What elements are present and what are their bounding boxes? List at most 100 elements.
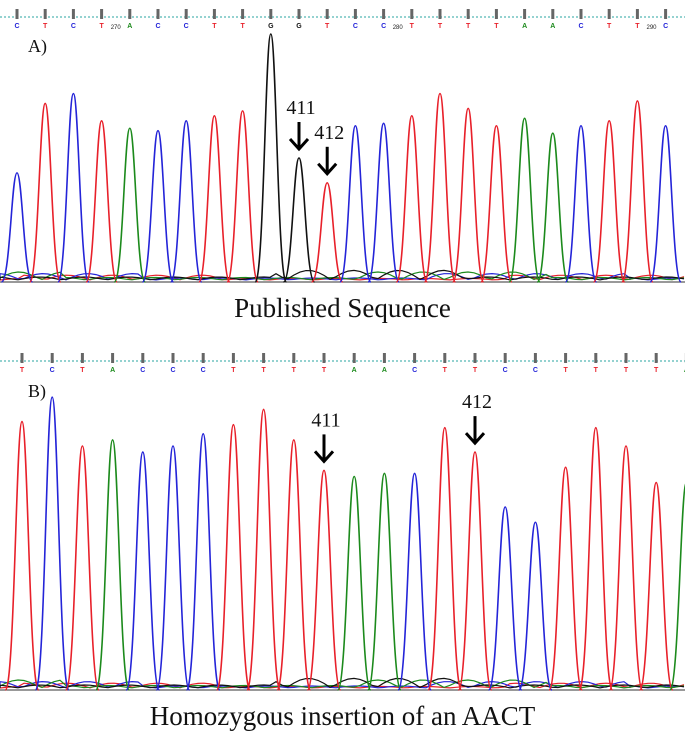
- base-call: C: [412, 367, 417, 374]
- peak-C: [125, 451, 161, 691]
- base-call: T: [443, 367, 448, 374]
- peak-A: [113, 127, 147, 283]
- peak-T: [592, 119, 626, 283]
- base-tick: [100, 9, 104, 19]
- peak-A: [536, 132, 570, 283]
- peak-T: [4, 420, 40, 691]
- base-tick: [624, 353, 628, 363]
- base-tick: [382, 353, 386, 363]
- marker-label: 412: [314, 122, 344, 144]
- peak-T: [246, 408, 281, 691]
- base-tick: [15, 9, 19, 19]
- base-call: C: [663, 23, 668, 30]
- base-tick: [473, 353, 477, 363]
- peak-T: [638, 481, 674, 691]
- base-tick: [212, 9, 216, 19]
- base-call: A: [382, 367, 387, 374]
- base-call: T: [80, 367, 85, 374]
- base-call: G: [296, 23, 302, 30]
- chromatogram-b: T C T A C C C T T T T A A C T T C C T T T T A B) 411 412: [0, 353, 685, 691]
- peak-A: [336, 475, 372, 691]
- base-tick: [503, 353, 507, 363]
- base-tick: [579, 9, 583, 19]
- position-marker: 412: [314, 122, 344, 177]
- peak-T: [28, 102, 62, 283]
- base-call: A: [110, 367, 115, 374]
- peak-T: [216, 423, 251, 691]
- base-tick: [156, 9, 160, 19]
- base-call: G: [268, 23, 274, 30]
- base-tick: [322, 353, 326, 363]
- base-call: A: [550, 23, 555, 30]
- marker-label: 412: [462, 391, 492, 413]
- peak-T: [85, 119, 118, 283]
- trace-baseline: [0, 271, 685, 281]
- peak-T: [198, 115, 231, 283]
- base-call: T: [292, 367, 297, 374]
- base-tick: [382, 9, 386, 19]
- base-tick: [352, 353, 356, 363]
- base-tick: [466, 9, 470, 19]
- base-tick: [111, 353, 115, 363]
- peak-T: [423, 92, 457, 283]
- peak-T: [226, 110, 259, 283]
- base-call: A: [522, 23, 527, 30]
- base-tick: [664, 9, 668, 19]
- base-tick: [654, 353, 658, 363]
- peak-A: [367, 472, 402, 691]
- base-tick: [443, 353, 447, 363]
- base-call: C: [578, 23, 583, 30]
- peak-T: [276, 439, 312, 691]
- base-call: T: [438, 23, 443, 30]
- peak-T: [395, 115, 429, 283]
- marker-label: 411: [286, 97, 315, 119]
- base-tick: [171, 353, 175, 363]
- base-tick: [523, 9, 527, 19]
- base-tick: [141, 353, 145, 363]
- base-tick: [533, 353, 537, 363]
- peak-C: [397, 472, 432, 691]
- peak-T: [548, 466, 583, 691]
- peak-C: [169, 119, 203, 283]
- base-tick: [413, 353, 417, 363]
- base-call: T: [231, 367, 236, 374]
- peak-C: [487, 506, 523, 691]
- peak-T: [310, 181, 344, 283]
- position-marker: 411: [311, 409, 341, 464]
- base-call: C: [140, 367, 145, 374]
- base-call: C: [201, 367, 206, 374]
- base-tick: [438, 9, 442, 19]
- base-call: A: [684, 367, 685, 374]
- peak-C: [0, 172, 34, 283]
- base-call: C: [155, 23, 160, 30]
- base-tick: [410, 9, 414, 19]
- base-tick: [297, 9, 301, 19]
- base-call: T: [635, 23, 640, 30]
- base-tick: [43, 9, 47, 19]
- position-marker: 411: [286, 97, 316, 152]
- base-call: T: [212, 23, 217, 30]
- base-tick: [231, 353, 235, 363]
- peak-C: [367, 122, 400, 283]
- position-label: 290: [646, 25, 657, 31]
- peak-T: [451, 107, 485, 283]
- base-tick: [325, 9, 329, 19]
- base-call: C: [184, 23, 189, 30]
- base-tick: [20, 353, 24, 363]
- peak-T: [306, 469, 342, 691]
- peak-T: [65, 445, 100, 691]
- peak-C: [57, 92, 90, 283]
- peak-T: [621, 100, 654, 283]
- base-call: T: [240, 23, 245, 30]
- base-tick: [269, 9, 273, 19]
- position-label: 280: [393, 25, 404, 31]
- peak-C: [649, 124, 682, 283]
- marker-label: 411: [311, 409, 340, 431]
- peak-T: [578, 426, 614, 691]
- base-call: T: [43, 23, 48, 30]
- chromatogram-panel-b: T C T A C C C T T T T A A C T T C C T T T T A B) 411 412: [0, 345, 685, 700]
- base-tick: [635, 9, 639, 19]
- peak-C: [518, 521, 553, 691]
- peak-C: [141, 129, 175, 283]
- caption-homozygous-insertion: Homozygous insertion of an AACT: [149, 701, 536, 731]
